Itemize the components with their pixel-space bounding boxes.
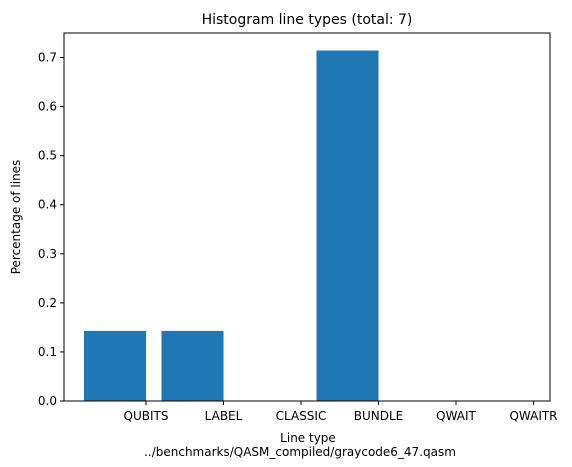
x-tick-label: BUNDLE [354,409,404,423]
y-tick-label: 0.5 [38,149,57,163]
y-tick-label: 0.7 [38,51,57,65]
bar-label [161,330,224,401]
y-tick-label: 0.2 [38,296,57,310]
y-tick-label: 0.4 [38,198,57,212]
x-tick-label: LABEL [205,409,243,423]
x-tick-label: QWAITR [509,409,557,423]
plot-frame [63,32,551,402]
x-tick-label: CLASSIC [276,409,327,423]
y-tick-label: 0.1 [38,345,57,359]
y-tick-label: 0.3 [38,247,57,261]
benchmark-file-caption: ../benchmarks/QASM_compiled/graycode6_47… [144,445,456,459]
bar-bundle [316,50,379,401]
y-axis-label: Percentage of lines [9,160,23,275]
chart-title: Histogram line types (total: 7) [202,12,413,28]
y-tick-label: 0.6 [38,100,57,114]
y-tick-label: 0.0 [38,394,57,408]
bar-qubits [84,330,146,401]
x-tick-label: QWAIT [436,409,476,423]
x-tick-label: QUBITS [124,409,169,423]
x-axis-label: Line type [280,431,336,445]
